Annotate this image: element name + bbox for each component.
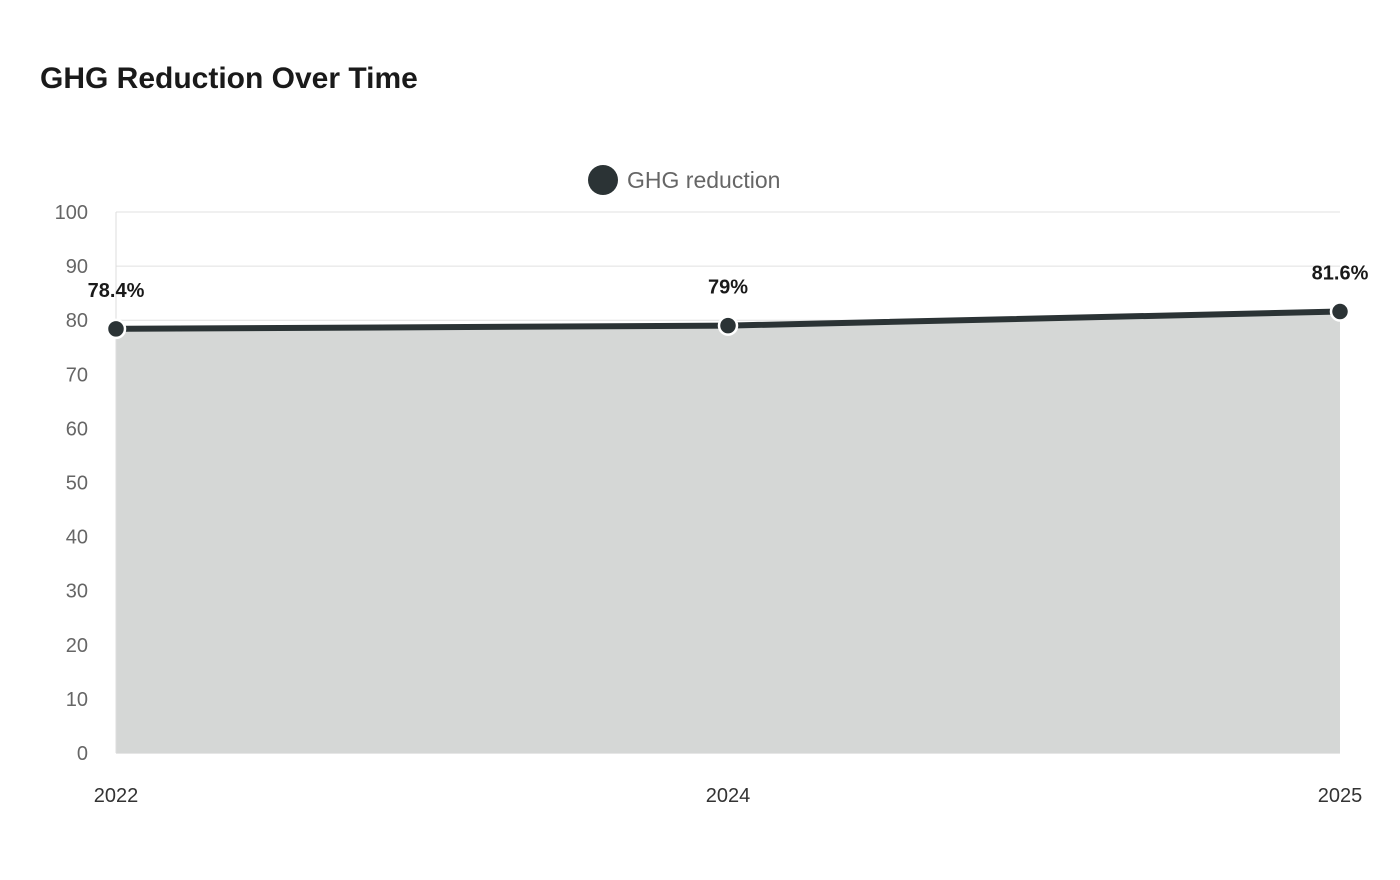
y-tick-label-80: 80 bbox=[66, 310, 88, 332]
data-label-2022: 78.4% bbox=[88, 280, 145, 302]
y-tick-label-90: 90 bbox=[66, 256, 88, 278]
y-tick-label-70: 70 bbox=[66, 364, 88, 386]
y-tick-label-30: 30 bbox=[66, 581, 88, 603]
data-labels: 78.4% 79% 81.6% bbox=[88, 263, 1369, 302]
y-tick-label-10: 10 bbox=[66, 689, 88, 711]
chart-title: GHG Reduction Over Time bbox=[40, 62, 418, 95]
legend-item[interactable]: GHG reduction bbox=[588, 165, 780, 195]
area-series-layer bbox=[113, 308, 1343, 753]
x-tick-label-2024: 2024 bbox=[706, 785, 751, 807]
y-tick-label-50: 50 bbox=[66, 473, 88, 495]
axes: 0 10 20 30 40 50 60 70 80 90 100 2022 2024 2025 bbox=[55, 202, 1363, 807]
series-area-fill bbox=[116, 311, 1340, 753]
data-point-2022 bbox=[105, 318, 127, 340]
y-tick-label-0: 0 bbox=[77, 743, 88, 765]
legend[interactable]: GHG reduction bbox=[588, 165, 780, 195]
y-tick-label-40: 40 bbox=[66, 527, 88, 549]
legend-marker-icon bbox=[588, 165, 618, 195]
data-label-2025: 81.6% bbox=[1312, 263, 1369, 285]
data-point-2024 bbox=[717, 315, 739, 336]
legend-label: GHG reduction bbox=[627, 167, 780, 193]
data-point-2025 bbox=[1329, 301, 1351, 322]
x-tick-label-2022: 2022 bbox=[94, 785, 139, 807]
y-tick-label-60: 60 bbox=[66, 418, 88, 440]
data-label-2024: 79% bbox=[708, 277, 748, 299]
series-markers bbox=[105, 301, 1351, 340]
y-tick-label-100: 100 bbox=[55, 202, 88, 224]
x-tick-label-2025: 2025 bbox=[1318, 785, 1363, 807]
y-tick-label-20: 20 bbox=[66, 635, 88, 657]
